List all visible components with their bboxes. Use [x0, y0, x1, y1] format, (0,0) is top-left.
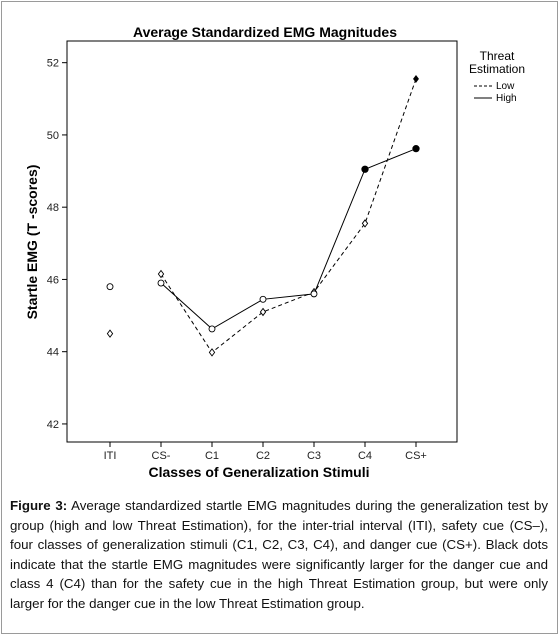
legend-title-line-2: Estimation	[469, 62, 525, 76]
marker-high-c4	[361, 165, 369, 173]
marker-high-c2	[259, 295, 267, 303]
marker-low-c2	[259, 307, 267, 317]
y-tick-label-48: 48	[47, 202, 59, 214]
legend-title-line-1: Threat	[480, 49, 515, 63]
y-tick-label-46: 46	[47, 274, 59, 286]
marker-low-cs	[413, 74, 419, 83]
x-tick-label-iti: ITI	[104, 450, 117, 462]
marker-low-c1	[208, 348, 216, 357]
series-line-high	[160, 148, 417, 330]
marker-high-cs	[157, 279, 165, 287]
chart-title: Average Standardized EMG Magnitudes	[133, 24, 397, 40]
caption-label: Figure 3:	[10, 498, 68, 513]
y-tick-label-50: 50	[47, 130, 59, 142]
y-axis: 42 44 46 48 50 52	[47, 58, 67, 431]
y-tick-label-42: 42	[47, 419, 59, 431]
marker-high-cs	[412, 145, 420, 153]
figure-chart: Average Standardized EMG Magnitudes 42 44…	[24, 24, 525, 480]
figure-caption: Figure 3: Average standardized startle E…	[10, 496, 548, 614]
y-tick-label-52: 52	[47, 58, 59, 70]
x-tick-label-c3: C3	[307, 450, 321, 462]
x-tick-label-c1: C1	[205, 450, 219, 462]
caption-text: Average standardized startle EMG magnitu…	[10, 498, 548, 611]
series-group	[106, 74, 420, 357]
marker-high-c1	[208, 325, 216, 333]
marker-high-iti	[106, 283, 114, 291]
legend-label-high: High	[496, 93, 517, 104]
y-tick-label-44: 44	[47, 347, 59, 359]
legend-label-low: Low	[496, 81, 515, 92]
marker-low-iti	[106, 329, 114, 338]
x-axis-label: Classes of Generalization Stimuli	[149, 464, 370, 480]
series-line-low	[160, 78, 417, 354]
chart-svg: Average Standardized EMG Magnitudes 42 44…	[24, 24, 525, 480]
y-axis-label: Startle EMG (T -scores)	[24, 165, 40, 320]
marker-low-cs	[157, 269, 165, 279]
legend: Threat Estimation Low High	[469, 49, 525, 104]
marker-high-c3	[310, 290, 318, 298]
x-axis: ITI CS- C1 C2 C3 C4 CS+	[104, 442, 427, 462]
x-tick-label-cs: CS+	[405, 450, 427, 462]
x-tick-label-c4: C4	[358, 450, 372, 462]
plot-area	[66, 40, 458, 443]
marker-low-c4	[361, 219, 369, 228]
x-tick-label-c2: C2	[256, 450, 270, 462]
x-tick-label-cs: CS-	[152, 450, 171, 462]
